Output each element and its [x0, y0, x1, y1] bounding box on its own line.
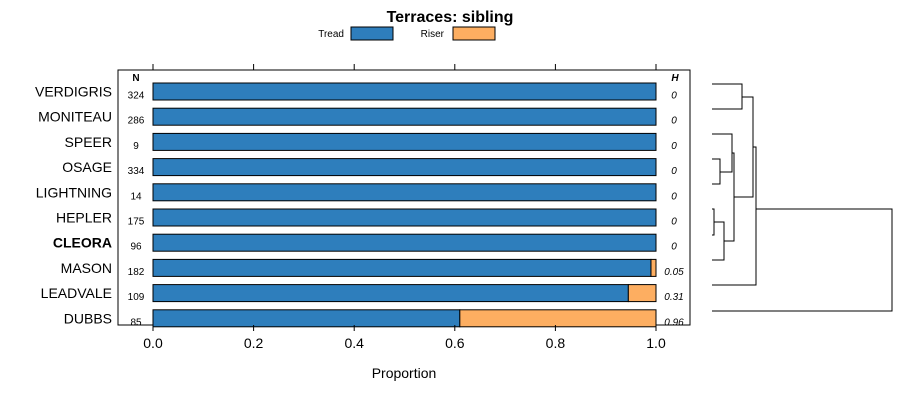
category-labels: VERDIGRIS MONITEAU SPEER OSAGE LIGHTNING HEPL… [35, 84, 112, 327]
h-value: 0 [671, 217, 677, 228]
h-value: 0.31 [664, 292, 683, 303]
bar-osage-tread [152, 158, 657, 177]
h-value: 0.96 [664, 317, 684, 328]
category-label: MONITEAU [38, 109, 112, 125]
n-value: 324 [128, 91, 145, 102]
bars [152, 82, 657, 328]
bar-moniteau-tread [152, 107, 657, 126]
category-label: LIGHTNING [36, 184, 112, 200]
x-tick-label: 0.4 [344, 335, 364, 351]
h-value: 0 [671, 166, 677, 177]
dendrogram-branch [712, 208, 893, 312]
n-value: 96 [130, 242, 142, 253]
dendrogram-branch [712, 133, 733, 173]
legend-swatch-tread [350, 26, 394, 41]
x-tick-label: 1.0 [646, 335, 666, 351]
n-value: 182 [128, 267, 145, 278]
h-labels: 0 0 0 0 0 0 0 0.05 0.31 0.96 [664, 91, 684, 329]
dendrogram-branch [712, 208, 715, 236]
n-value: 9 [133, 141, 139, 152]
x-tick-label: 0.6 [445, 335, 465, 351]
bar-mason-tread [152, 258, 652, 277]
n-header: N [132, 73, 139, 84]
x-axis-title: Proportion [372, 365, 437, 381]
category-label: DUBBS [64, 310, 112, 326]
x-tick-label: 0.0 [143, 335, 163, 351]
x-axis: 0.0 0.2 0.4 0.6 0.8 1.0 [143, 64, 666, 351]
dendrogram [712, 83, 893, 312]
bar-leadvale-tread [152, 284, 629, 303]
bar-mason-riser [650, 258, 657, 277]
n-value: 175 [128, 217, 145, 228]
chart-title: Terraces: sibling [387, 9, 514, 26]
dendrogram-branch [712, 146, 757, 286]
x-tick-label: 0.2 [244, 335, 264, 351]
n-value: 109 [128, 292, 145, 303]
bar-speer-tread [152, 132, 657, 151]
n-value: 286 [128, 116, 145, 127]
n-labels: 324 286 9 334 14 175 96 182 109 85 [128, 91, 145, 329]
bar-leadvale-riser [627, 284, 657, 303]
h-value: 0.05 [664, 267, 684, 278]
legend-swatch-riser [452, 26, 496, 41]
n-value: 85 [130, 317, 142, 328]
legend: Tread Riser [318, 26, 496, 41]
h-value: 0 [671, 191, 677, 202]
bar-hepler-tread [152, 208, 657, 227]
h-header: H [671, 73, 679, 84]
dendrogram-branch [712, 158, 721, 185]
category-label: MASON [61, 260, 112, 276]
category-label: HEPLER [56, 210, 112, 226]
bar-dubbs-riser [459, 309, 657, 328]
n-value: 14 [130, 191, 142, 202]
dendrogram-branch [734, 96, 754, 198]
bar-cleora-tread [152, 233, 657, 252]
legend-label-riser: Riser [421, 29, 445, 40]
x-tick-label: 0.8 [546, 335, 566, 351]
bar-verdigris-tread [152, 82, 657, 101]
bar-dubbs-tread [152, 309, 461, 328]
dendrogram-branch [712, 83, 743, 110]
category-label: VERDIGRIS [35, 84, 112, 100]
h-value: 0 [671, 141, 677, 152]
h-value: 0 [671, 116, 677, 127]
category-label: SPEER [65, 134, 112, 150]
bar-lightning-tread [152, 183, 657, 202]
legend-label-tread: Tread [318, 29, 344, 40]
category-label: CLEORA [53, 235, 112, 251]
h-value: 0 [671, 91, 677, 102]
category-label: LEADVALE [41, 285, 112, 301]
h-value: 0 [671, 242, 677, 253]
category-label: OSAGE [62, 159, 112, 175]
n-value: 334 [128, 166, 145, 177]
